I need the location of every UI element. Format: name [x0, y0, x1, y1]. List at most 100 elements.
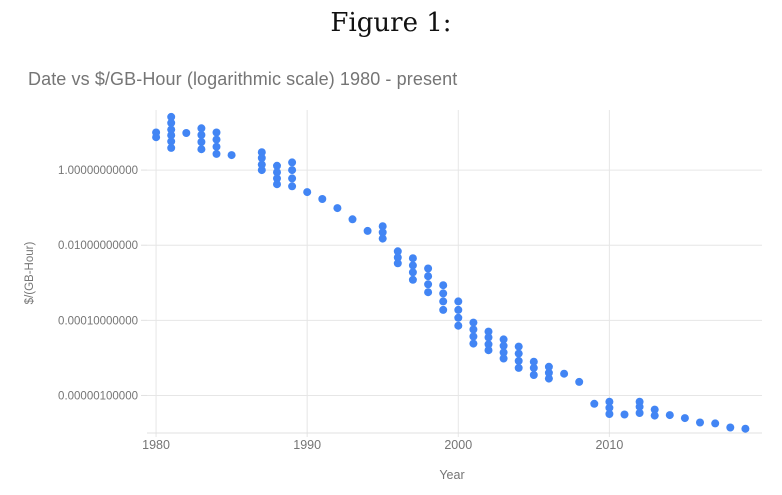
data-point [439, 289, 448, 298]
data-point [333, 204, 342, 213]
data-point [273, 180, 281, 189]
data-point [454, 313, 463, 322]
data-point [152, 133, 161, 142]
y-tick-label: 0.00000100000 [58, 390, 138, 402]
x-tick-label: 2010 [595, 438, 623, 452]
y-tick-label: 0.01000000000 [58, 240, 138, 252]
data-point [197, 131, 206, 139]
data-point [424, 288, 433, 297]
data-point [273, 161, 281, 170]
data-point [212, 149, 221, 158]
data-point [499, 335, 508, 344]
chart-title: Date vs $/GB-Hour (logarithmic scale) 19… [28, 69, 458, 89]
data-point [469, 339, 478, 348]
data-point [378, 234, 387, 243]
data-point [469, 325, 478, 334]
data-point [212, 142, 221, 151]
data-point [424, 264, 433, 273]
data-point [605, 397, 614, 406]
data-point [484, 327, 493, 336]
data-point [741, 424, 750, 433]
data-point [378, 228, 387, 237]
data-point [665, 411, 674, 420]
data-point [469, 332, 478, 341]
data-point [257, 160, 266, 169]
x-tick-label: 1990 [293, 438, 321, 452]
x-tick-label: 2000 [444, 438, 472, 452]
data-point [650, 405, 659, 414]
data-point [288, 182, 297, 191]
data-point [439, 305, 448, 314]
data-point [529, 363, 538, 372]
data-point [167, 131, 176, 140]
data-point [167, 143, 176, 152]
data-point [393, 253, 402, 262]
data-point [212, 128, 221, 137]
data-point [273, 168, 281, 177]
data-point [167, 125, 176, 134]
data-point [484, 340, 493, 349]
data-point [620, 410, 629, 419]
data-point [514, 342, 523, 351]
data-point [575, 377, 584, 386]
data-point [680, 414, 689, 423]
x-axis-title: Year [439, 468, 465, 482]
data-point [182, 129, 191, 137]
data-point [514, 363, 523, 372]
y-tick-label: 0.00010000000 [58, 315, 138, 327]
data-point [514, 356, 523, 365]
data-point [303, 188, 312, 197]
data-point [544, 362, 553, 371]
data-point [167, 112, 176, 121]
data-point [454, 321, 463, 330]
data-point [257, 148, 266, 157]
data-point [197, 124, 206, 133]
data-point [393, 259, 402, 268]
data-point [635, 409, 644, 417]
data-point [529, 357, 538, 366]
data-point [711, 419, 720, 428]
data-point [560, 369, 569, 378]
data-point [348, 215, 357, 224]
data-point [197, 145, 206, 154]
data-point [544, 374, 553, 383]
data-point [544, 368, 553, 377]
data-point [590, 399, 599, 408]
figure-caption: Figure 1: [330, 8, 452, 38]
data-point [167, 137, 176, 146]
data-point [439, 297, 448, 306]
data-point [288, 174, 297, 183]
data-point [408, 275, 417, 284]
data-point [424, 272, 433, 281]
data-point [288, 166, 297, 175]
data-point [650, 411, 659, 420]
data-point [257, 154, 266, 162]
data-point [197, 138, 206, 146]
data-point [408, 261, 417, 270]
data-point [454, 297, 463, 306]
data-point [212, 135, 221, 144]
data-point [605, 410, 614, 418]
data-point [227, 151, 236, 160]
data-point [454, 305, 463, 314]
data-point [393, 247, 402, 256]
x-tick-label: 1980 [142, 438, 170, 452]
data-point [499, 354, 508, 363]
data-point [408, 268, 417, 277]
data-point [424, 280, 433, 289]
data-point [605, 403, 614, 412]
data-point [288, 158, 297, 167]
data-point [696, 418, 704, 427]
data-point [408, 254, 417, 263]
data-point [318, 195, 327, 203]
data-point [514, 349, 523, 358]
data-point [363, 226, 372, 235]
data-point [257, 166, 266, 175]
data-point [469, 318, 478, 327]
data-point [499, 348, 508, 357]
data-point [499, 341, 508, 350]
data-point [529, 371, 538, 379]
data-point [635, 402, 644, 411]
